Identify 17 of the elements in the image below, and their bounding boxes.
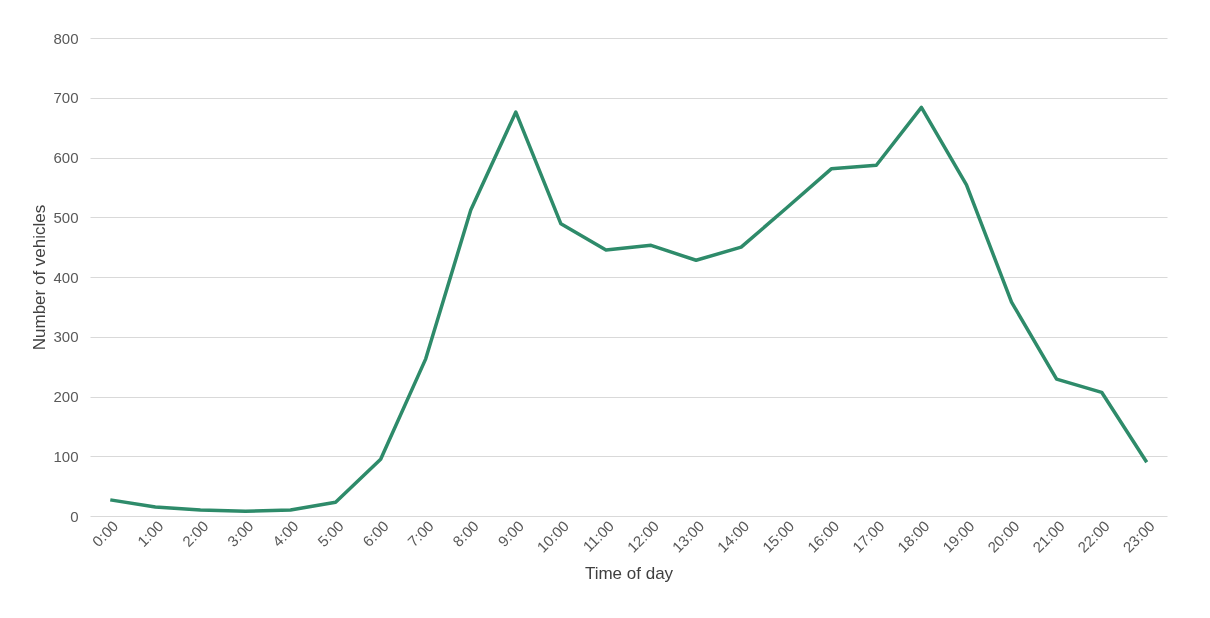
y-tick-label: 0 [70,507,79,525]
y-tick-label: 700 [53,89,79,107]
y-tick-label: 400 [53,268,79,286]
y-tick-label: 500 [53,208,79,226]
y-tick-label: 800 [53,29,79,47]
x-tick-label: 4:00 [268,517,302,550]
y-axis-title: Number of vehicles [30,204,50,351]
x-tick-label: 9:00 [494,517,527,550]
x-tick-label: 7:00 [404,517,437,550]
y-tick-label: 600 [53,149,79,166]
line-series [108,105,1149,513]
x-tick-label: 6:00 [359,517,392,550]
x-tick-label: 0:00 [88,517,122,550]
y-tick-label: 300 [53,328,79,346]
y-tick-label: 100 [53,447,79,465]
x-axis-title: Time of day [584,563,674,583]
y-tick-label: 200 [53,388,79,405]
